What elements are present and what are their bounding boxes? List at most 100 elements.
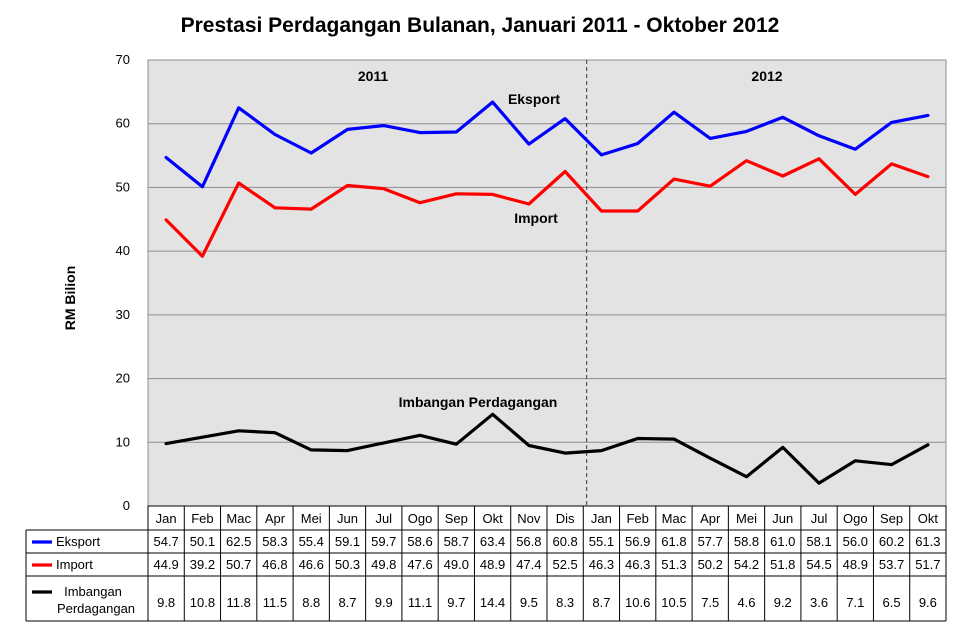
plot-area [147, 59, 947, 507]
y-tick-label: 10 [116, 434, 130, 449]
data-label: 9.2 [774, 595, 792, 610]
y-axis-ticks: 0 10 20 30 40 50 60 70 [116, 52, 130, 513]
data-label: 61.3 [915, 534, 940, 549]
data-label: 48.9 [843, 557, 868, 572]
data-label: 11.5 [263, 595, 287, 610]
x-tick-label: Apr [700, 511, 721, 526]
y-tick-label: 70 [116, 52, 130, 67]
data-label: 58.6 [407, 534, 432, 549]
y-tick-label: 30 [116, 307, 130, 322]
data-label: 50.7 [226, 557, 251, 572]
data-label: 52.5 [552, 557, 577, 572]
data-label: 50.2 [698, 557, 723, 572]
y-axis-label: RM Bilion [62, 266, 78, 331]
x-tick-label: Jun [772, 511, 793, 526]
chart-title: Prestasi Perdagangan Bulanan, Januari 20… [180, 14, 780, 37]
data-label: 9.8 [157, 595, 175, 610]
data-label: 10.5 [661, 595, 686, 610]
data-label: 8.3 [556, 595, 574, 610]
x-tick-label: Sep [880, 511, 903, 526]
data-label: 9.5 [520, 595, 538, 610]
data-label: 60.2 [879, 534, 904, 549]
x-tick-label: Jan [591, 511, 612, 526]
x-tick-label: Feb [626, 511, 648, 526]
series-label-imbangan: Imbangan Perdagangan [399, 394, 558, 410]
data-label: 7.5 [701, 595, 719, 610]
data-label: 62.5 [226, 534, 251, 549]
data-label: 46.8 [262, 557, 287, 572]
data-label: 46.3 [625, 557, 650, 572]
data-label: 8.8 [302, 595, 320, 610]
x-tick-label: Mac [662, 511, 687, 526]
data-label: 47.6 [407, 557, 432, 572]
data-label: 14.4 [480, 595, 505, 610]
data-label: 53.7 [879, 557, 904, 572]
y-tick-label: 20 [116, 371, 130, 386]
data-label: 50.1 [190, 534, 215, 549]
x-tick-label: Okt [918, 511, 939, 526]
data-label: 55.1 [589, 534, 614, 549]
x-tick-label: Okt [482, 511, 503, 526]
data-label: 46.3 [589, 557, 614, 572]
data-label: 46.6 [299, 557, 324, 572]
data-label: 61.8 [661, 534, 686, 549]
data-label: 9.7 [447, 595, 465, 610]
y-tick-label: 0 [123, 498, 130, 513]
x-tick-label: Mac [226, 511, 251, 526]
series-line-import [164, 157, 930, 258]
legend-label: Imbangan [64, 584, 122, 599]
data-label: 54.2 [734, 557, 759, 572]
y-tick-label: 50 [116, 179, 130, 194]
x-tick-label: Jul [375, 511, 392, 526]
data-label: 9.9 [375, 595, 393, 610]
legend-label: Perdagangan [57, 601, 135, 616]
data-label: 6.5 [883, 595, 901, 610]
data-label: 59.7 [371, 534, 396, 549]
x-tick-label: Feb [191, 511, 213, 526]
data-label: 57.7 [698, 534, 723, 549]
data-label: 11.8 [227, 595, 251, 610]
series-lines [164, 100, 930, 485]
data-label: 58.3 [262, 534, 287, 549]
data-label: 49.0 [444, 557, 469, 572]
data-label: 59.1 [335, 534, 360, 549]
year-label-2011: 2011 [358, 68, 389, 84]
x-tick-label: Dis [556, 511, 575, 526]
data-label: 55.4 [299, 534, 324, 549]
data-label: 50.3 [335, 557, 360, 572]
data-label: 7.1 [846, 595, 864, 610]
series-line-eksport [164, 100, 930, 189]
legend-label: Eksport [56, 534, 100, 549]
series-line-imbangan [164, 412, 930, 485]
data-table: Jan Feb Mac Apr Mei Jun Jul Ogo Sep Okt Nov Dis Jan F… [25, 505, 947, 622]
data-label: 58.8 [734, 534, 759, 549]
data-label: 54.7 [153, 534, 178, 549]
x-tick-label: Ogo [408, 511, 433, 526]
data-label: 44.9 [153, 557, 178, 572]
data-label: 3.6 [810, 595, 828, 610]
data-label: 10.6 [625, 595, 650, 610]
series-label-import: Import [514, 210, 558, 226]
x-tick-label: Mei [736, 511, 757, 526]
x-tick-label: Jan [156, 511, 177, 526]
year-label-2012: 2012 [751, 68, 782, 84]
data-label: 8.7 [592, 595, 610, 610]
x-tick-label: Jun [337, 511, 358, 526]
data-label: 49.8 [371, 557, 396, 572]
data-label: 51.3 [661, 557, 686, 572]
data-label: 4.6 [737, 595, 755, 610]
y-tick-label: 60 [116, 116, 130, 131]
data-label: 63.4 [480, 534, 505, 549]
y-tick-label: 40 [116, 243, 130, 258]
x-tick-label: Ogo [843, 511, 868, 526]
data-label: 51.8 [770, 557, 795, 572]
data-label: 9.6 [919, 595, 937, 610]
x-tick-label: Mei [301, 511, 322, 526]
data-label: 58.7 [444, 534, 469, 549]
x-tick-label: Jul [811, 511, 828, 526]
data-label: 58.1 [806, 534, 831, 549]
x-tick-label: Nov [517, 511, 541, 526]
data-label: 48.9 [480, 557, 505, 572]
data-label: 11.1 [408, 595, 432, 610]
